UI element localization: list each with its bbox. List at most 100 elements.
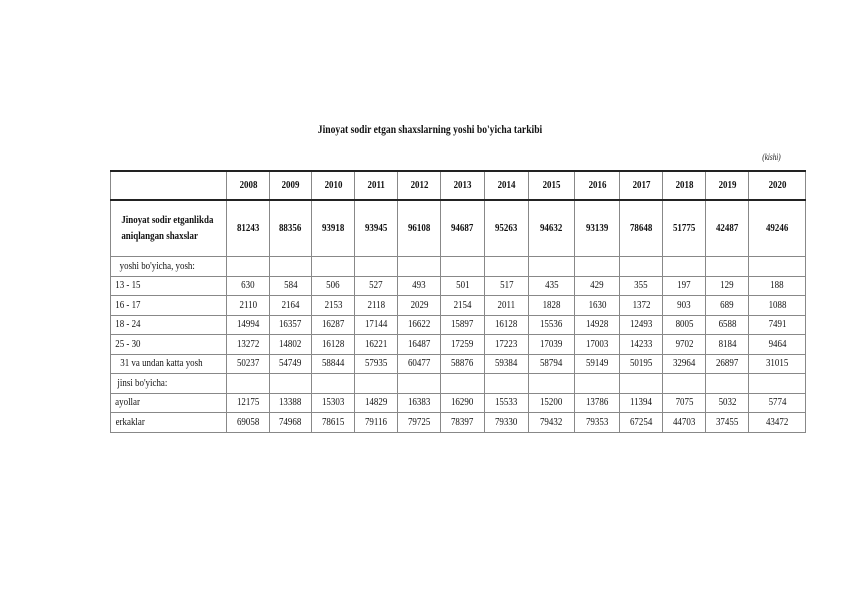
value-cell-text: 51775	[672, 223, 696, 234]
value-cell: 16487	[397, 334, 441, 355]
value-cell	[397, 256, 441, 277]
header-year: 2013	[440, 170, 485, 201]
value-cell	[397, 373, 441, 394]
value-cell: 15533	[484, 392, 529, 413]
row-label: Jinoyat sodir etganlikda aniqlangan shax…	[110, 199, 227, 257]
value-cell-text: 16287	[321, 319, 345, 331]
total-row: Jinoyat sodir etganlikda aniqlangan shax…	[110, 199, 806, 257]
value-cell-text: 74968	[279, 416, 302, 428]
value-cell	[484, 373, 529, 394]
value-cell	[528, 373, 575, 394]
value-cell: 50237	[226, 353, 270, 374]
value-cell-text: 60477	[407, 358, 431, 370]
header-year-text: 2014	[497, 180, 516, 191]
value-cell-text: 59384	[495, 358, 518, 370]
value-cell-text: 517	[499, 280, 514, 292]
value-cell: 16357	[269, 314, 312, 335]
value-cell-text: 355	[634, 280, 648, 292]
row-label-text: 13 - 15	[115, 280, 141, 292]
value-cell	[619, 373, 663, 394]
header-year: 2009	[269, 170, 312, 201]
value-cell-text: 59149	[585, 358, 609, 370]
value-cell: 26897	[705, 353, 749, 374]
value-cell	[574, 256, 620, 277]
value-cell-text: 13388	[279, 397, 302, 409]
row-label-text: 31 va undan katta yosh	[120, 358, 203, 370]
value-cell-text: 57935	[364, 358, 388, 370]
value-cell: 74968	[269, 412, 312, 433]
value-cell-text: 81243	[236, 223, 260, 234]
value-cell-text: 903	[677, 299, 691, 311]
value-cell: 6588	[705, 314, 749, 335]
header-year-text: 2010	[324, 180, 342, 191]
value-cell-text: 9464	[768, 338, 786, 350]
value-cell: 129	[705, 275, 749, 296]
header-row: 2008 2009 2010 2011 2012 2013 2014 2015 2016 2017…	[110, 170, 806, 201]
value-cell-text: 79353	[585, 416, 609, 428]
value-cell: 16128	[484, 314, 529, 335]
value-cell-text: 12175	[236, 397, 260, 409]
value-cell	[528, 256, 575, 277]
value-cell: 8005	[662, 314, 706, 335]
value-cell	[748, 256, 806, 277]
header-year-text: 2011	[367, 180, 385, 191]
value-cell: 12493	[619, 314, 663, 335]
value-cell: 17039	[528, 334, 575, 355]
header-year: 2017	[619, 170, 663, 201]
value-cell: 2110	[226, 295, 270, 316]
value-cell: 16287	[311, 314, 355, 335]
value-cell: 54749	[269, 353, 312, 374]
value-cell-text: 93945	[364, 223, 388, 234]
header-year-text: 2019	[718, 180, 736, 191]
row-label-text: 16 - 17	[115, 299, 141, 311]
value-cell	[440, 256, 485, 277]
value-cell	[705, 256, 749, 277]
value-cell-text: 15536	[540, 319, 563, 331]
value-cell-text: 2110	[239, 299, 257, 311]
value-cell: 96108	[397, 199, 441, 257]
table-row: ayollar 12175 13388 15303 14829 16383 16290 155…	[110, 392, 806, 413]
value-cell: 51775	[662, 199, 706, 257]
value-cell-text: 43472	[765, 416, 789, 428]
value-cell-text: 2118	[367, 299, 385, 311]
value-cell-text: 32964	[672, 358, 696, 370]
value-cell: 79116	[354, 412, 398, 433]
value-cell: 197	[662, 275, 706, 296]
value-cell: 15897	[440, 314, 485, 335]
value-cell-text: 9702	[675, 338, 693, 350]
value-cell-text: 78648	[629, 223, 653, 234]
row-label-text: ayollar	[115, 397, 140, 409]
value-cell: 5032	[705, 392, 749, 413]
value-cell: 2011	[484, 295, 529, 316]
value-cell: 60477	[397, 353, 441, 374]
value-cell-text: 429	[590, 280, 604, 292]
value-cell: 42487	[705, 199, 749, 257]
value-cell: 8184	[705, 334, 749, 355]
value-cell-text: 15303	[321, 397, 345, 409]
value-cell: 69058	[226, 412, 270, 433]
row-label: jinsi bo'yicha:	[110, 373, 227, 394]
value-cell: 58794	[528, 353, 575, 374]
value-cell-text: 17039	[540, 338, 563, 350]
value-cell-text: 13272	[236, 338, 260, 350]
value-cell: 81243	[226, 199, 270, 257]
header-year-text: 2013	[453, 180, 472, 191]
header-year: 2012	[397, 170, 441, 201]
value-cell: 903	[662, 295, 706, 316]
value-cell: 14994	[226, 314, 270, 335]
header-year: 2018	[662, 170, 706, 201]
value-cell: 13786	[574, 392, 620, 413]
value-cell: 1372	[619, 295, 663, 316]
value-cell: 67254	[619, 412, 663, 433]
value-cell-text: 15897	[451, 319, 474, 331]
value-cell-text: 14928	[585, 319, 609, 331]
value-cell	[311, 256, 355, 277]
row-label-text: Jinoyat sodir etganlikda aniqlangan shax…	[121, 214, 214, 242]
value-cell: 14829	[354, 392, 398, 413]
value-cell: 78648	[619, 199, 663, 257]
value-cell: 188	[748, 275, 806, 296]
value-cell: 506	[311, 275, 355, 296]
header-year: 2020	[748, 170, 806, 201]
value-cell: 7491	[748, 314, 806, 335]
value-cell: 689	[705, 295, 749, 316]
